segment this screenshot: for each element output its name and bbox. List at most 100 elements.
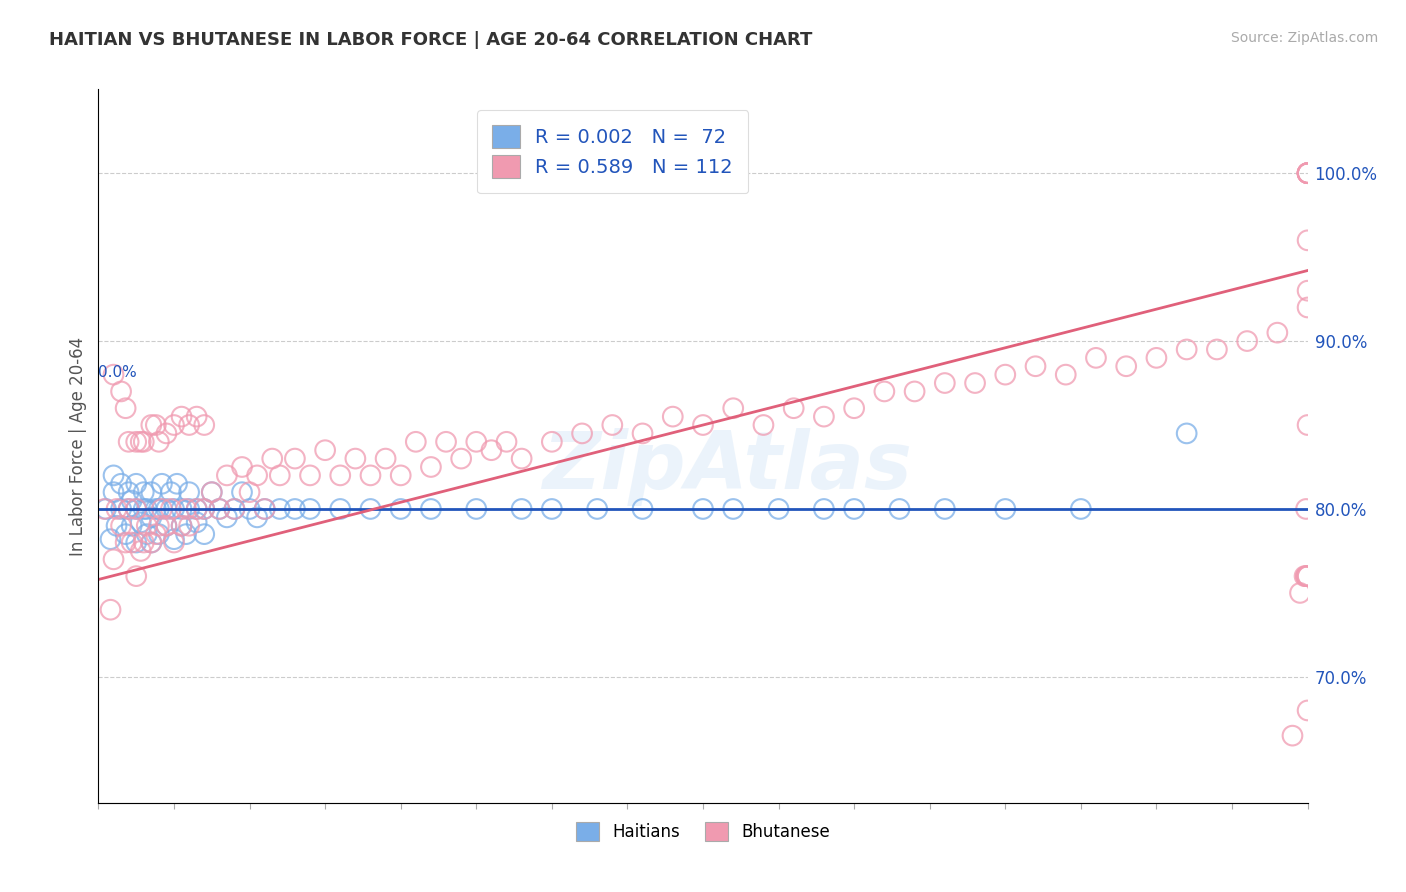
- Point: [768, 502, 790, 516]
- Point: [783, 401, 806, 416]
- Point: [540, 502, 562, 516]
- Point: [723, 401, 745, 416]
- Point: [118, 502, 141, 516]
- Point: [201, 485, 224, 500]
- Point: [179, 417, 201, 432]
- Point: [114, 401, 136, 416]
- Point: [420, 460, 443, 475]
- Point: [141, 510, 163, 524]
- Point: [110, 476, 132, 491]
- Point: [269, 468, 291, 483]
- Point: [405, 434, 427, 449]
- Point: [602, 417, 624, 432]
- Point: [450, 451, 472, 466]
- Point: [193, 527, 215, 541]
- Point: [389, 468, 412, 483]
- Point: [125, 434, 148, 449]
- Point: [1295, 502, 1317, 516]
- Point: [1296, 233, 1319, 247]
- Point: [284, 451, 307, 466]
- Point: [125, 502, 148, 516]
- Point: [329, 468, 352, 483]
- Point: [179, 518, 201, 533]
- Point: [239, 485, 262, 500]
- Point: [160, 502, 183, 516]
- Point: [329, 502, 352, 516]
- Point: [135, 527, 157, 541]
- Point: [994, 368, 1017, 382]
- Point: [1024, 359, 1046, 374]
- Point: [844, 401, 866, 416]
- Point: [1296, 166, 1319, 180]
- Point: [163, 535, 186, 549]
- Point: [118, 502, 141, 516]
- Point: [135, 502, 157, 516]
- Point: [163, 502, 186, 516]
- Point: [269, 502, 291, 516]
- Point: [1296, 166, 1319, 180]
- Y-axis label: In Labor Force | Age 20-64: In Labor Force | Age 20-64: [69, 336, 87, 556]
- Point: [100, 532, 122, 546]
- Point: [125, 535, 148, 549]
- Text: 0.0%: 0.0%: [98, 366, 138, 380]
- Point: [284, 502, 307, 516]
- Point: [110, 518, 132, 533]
- Point: [170, 409, 193, 424]
- Point: [1070, 502, 1092, 516]
- Point: [360, 502, 382, 516]
- Point: [813, 409, 835, 424]
- Point: [510, 451, 533, 466]
- Point: [179, 502, 201, 516]
- Point: [163, 532, 186, 546]
- Point: [132, 535, 155, 549]
- Point: [586, 502, 609, 516]
- Point: [186, 516, 208, 530]
- Point: [1295, 569, 1317, 583]
- Point: [1267, 326, 1289, 340]
- Point: [148, 527, 170, 541]
- Point: [141, 535, 163, 549]
- Point: [1296, 166, 1319, 180]
- Point: [193, 502, 215, 516]
- Point: [121, 518, 143, 533]
- Point: [360, 468, 382, 483]
- Point: [141, 535, 163, 549]
- Point: [661, 409, 683, 424]
- Point: [299, 502, 322, 516]
- Point: [129, 434, 152, 449]
- Point: [1296, 166, 1319, 180]
- Point: [93, 502, 115, 516]
- Point: [145, 417, 167, 432]
- Point: [215, 510, 238, 524]
- Point: [170, 518, 193, 533]
- Point: [239, 502, 262, 516]
- Point: [105, 518, 128, 533]
- Text: ZipAtlas: ZipAtlas: [543, 428, 912, 507]
- Point: [145, 527, 167, 541]
- Point: [186, 502, 208, 516]
- Point: [1296, 301, 1319, 315]
- Point: [571, 426, 593, 441]
- Point: [118, 485, 141, 500]
- Point: [145, 502, 167, 516]
- Point: [201, 485, 224, 500]
- Point: [692, 417, 714, 432]
- Point: [253, 502, 276, 516]
- Point: [1175, 343, 1198, 357]
- Point: [231, 460, 253, 475]
- Point: [105, 502, 128, 516]
- Point: [495, 434, 517, 449]
- Point: [994, 502, 1017, 516]
- Point: [135, 518, 157, 533]
- Point: [540, 434, 562, 449]
- Point: [246, 468, 269, 483]
- Point: [155, 518, 177, 533]
- Point: [1085, 351, 1108, 365]
- Point: [481, 443, 503, 458]
- Point: [215, 468, 238, 483]
- Point: [813, 502, 835, 516]
- Point: [1296, 569, 1319, 583]
- Point: [186, 409, 208, 424]
- Point: [94, 502, 117, 516]
- Point: [132, 502, 155, 516]
